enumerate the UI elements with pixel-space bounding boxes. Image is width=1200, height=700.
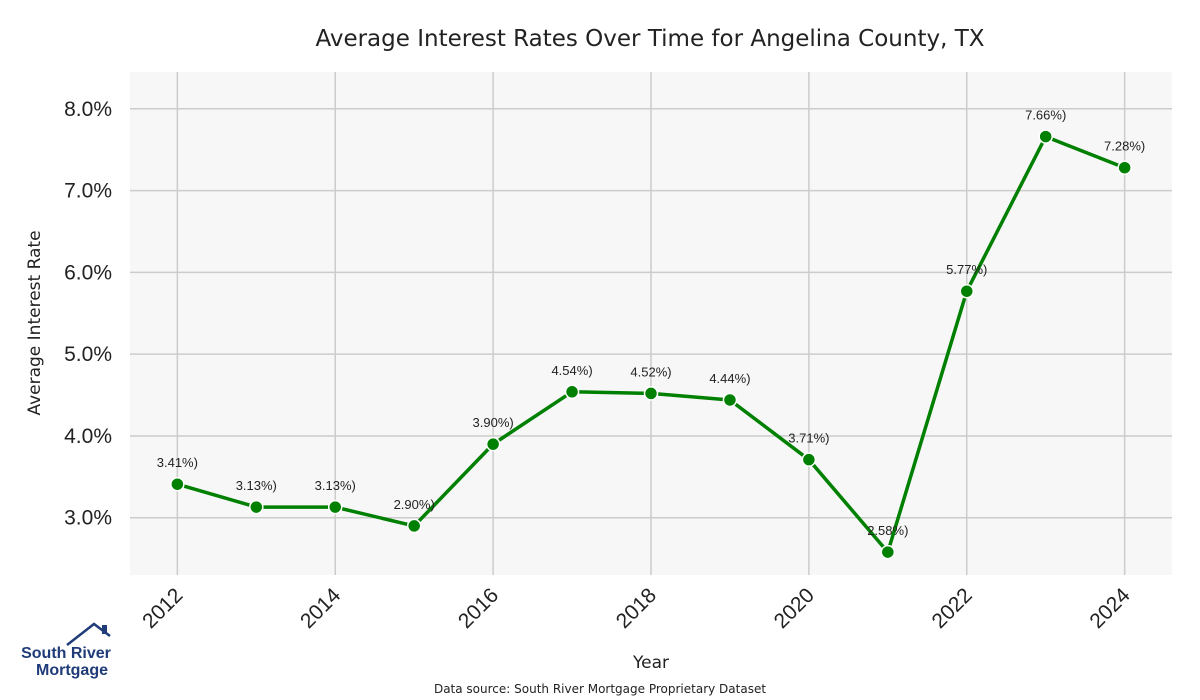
logo: South River Mortgage <box>21 622 111 679</box>
data-point <box>643 386 659 401</box>
data-label: 2.58%) <box>867 523 908 538</box>
x-tick-label: 2012 <box>138 584 187 633</box>
data-source-note: Data source: South River Mortgage Propri… <box>434 682 766 696</box>
x-axis-label: Year <box>632 653 669 673</box>
y-tick-label: 4.0% <box>64 425 112 448</box>
data-label: 3.41%) <box>157 455 198 470</box>
data-label: 4.44%) <box>709 371 750 386</box>
y-axis-ticks: 3.0% 4.0% 5.0% 6.0% 7.0% 8.0% <box>64 98 112 530</box>
data-point <box>327 499 343 515</box>
data-point <box>801 452 817 467</box>
x-tick-label: 2020 <box>770 584 819 633</box>
data-label: 3.13%) <box>236 478 277 493</box>
x-tick-label: 2016 <box>454 584 503 633</box>
y-tick-label: 8.0% <box>64 98 112 121</box>
y-tick-label: 6.0% <box>64 261 112 284</box>
data-point <box>880 544 896 560</box>
data-label: 5.77%) <box>946 262 987 277</box>
data-label: 3.13%) <box>315 478 356 493</box>
x-tick-label: 2024 <box>1085 584 1135 634</box>
logo-text-line1: South River <box>21 645 111 662</box>
data-point <box>1038 129 1053 144</box>
data-point <box>485 436 501 452</box>
x-tick-label: 2014 <box>296 584 346 634</box>
data-point <box>959 283 975 299</box>
data-label: 3.90%) <box>473 415 514 430</box>
chart-title: Average Interest Rates Over Time for Ang… <box>315 26 984 52</box>
data-point <box>406 518 422 534</box>
logo-text-line2: Mortgage <box>36 662 108 679</box>
data-label: 4.52%) <box>630 364 671 379</box>
data-point <box>170 476 185 492</box>
data-label: 4.54%) <box>551 363 592 378</box>
data-point <box>1117 160 1132 175</box>
data-point <box>722 392 738 408</box>
data-label: 2.90%) <box>394 497 435 512</box>
x-axis-ticks: 2012 2014 2016 2018 2020 2022 2024 <box>138 584 1135 634</box>
data-labels: 3.41%) 3.13%) 3.13%) 2.90%) 3.90%) 4.54%) 4.52… <box>157 108 1145 538</box>
x-tick-label: 2022 <box>928 584 977 633</box>
house-roof-icon <box>66 622 111 646</box>
data-point <box>249 499 264 515</box>
data-label: 7.28%) <box>1104 139 1145 154</box>
y-tick-label: 3.0% <box>64 507 112 530</box>
y-tick-label: 5.0% <box>64 343 112 366</box>
y-tick-label: 7.0% <box>64 180 112 203</box>
grid <box>130 72 1172 575</box>
y-axis-label: Average Interest Rate <box>25 230 45 415</box>
data-label: 3.71%) <box>788 431 829 446</box>
x-tick-label: 2018 <box>612 584 661 633</box>
data-point <box>564 384 580 400</box>
data-label: 7.66%) <box>1025 108 1066 123</box>
data-points <box>170 129 1132 560</box>
